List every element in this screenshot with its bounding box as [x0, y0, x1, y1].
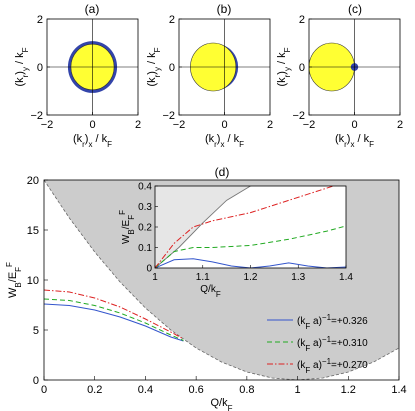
inset-plot: [155, 186, 346, 268]
x-tick-label: 0.4: [138, 384, 153, 396]
y-tick-label: 2: [37, 14, 43, 26]
x-tick-label: 0.6: [188, 384, 203, 396]
inset-x-tick-label: 1.1: [196, 272, 210, 283]
y-tick-label: 15: [27, 225, 39, 237]
inset-x-tick-label: 1.3: [291, 272, 305, 283]
x-tick-label: 0: [41, 384, 47, 396]
inset-x-tick-label: 1.2: [244, 272, 258, 283]
x-tick-label: 1.2: [341, 384, 356, 396]
x-tick-label: 0: [89, 119, 95, 131]
legend-label-0: (kF a)−1=+0.326: [297, 313, 368, 331]
x-tick-label: 0.2: [87, 384, 102, 396]
x-tick-label: 0: [351, 119, 357, 131]
y-tick-label: 0: [299, 62, 305, 74]
legend-label-2: (kF a)−1=+0.270: [297, 357, 368, 375]
x-tick-label: 2: [397, 119, 403, 131]
y-tick-label: 0: [37, 62, 43, 74]
inset-y-tick-label: 0.4: [138, 182, 152, 193]
y-tick-label: −2: [162, 110, 175, 122]
x-tick-label: 0: [221, 119, 227, 131]
panel-b-label: (b): [217, 2, 232, 16]
panel-a-label: (a): [85, 2, 100, 16]
panel-c-label: (c): [348, 2, 362, 16]
continuum-boundary: [44, 180, 399, 380]
y-tick-label: 5: [33, 325, 39, 337]
inset-y-tick-label: 0.1: [138, 243, 152, 254]
inset-x-tick-label: 1.4: [339, 272, 353, 283]
y-tick-label: 2: [169, 14, 175, 26]
x-tick-label: 2: [267, 119, 273, 131]
x-axis-label: (kr)x / kF: [205, 133, 244, 149]
series-line-2: [44, 289, 184, 340]
y-axis-label: WB/EFF: [5, 262, 23, 298]
legend-label-1: (kF a)−1=+0.310: [297, 335, 368, 353]
x-axis-label: (kr)x / kF: [335, 133, 374, 149]
x-tick-label: −2: [41, 119, 54, 131]
series-line-0: [44, 303, 184, 342]
inset-y-axis-label: WB/EFF: [118, 210, 136, 244]
inset-series-line-0: [155, 258, 346, 268]
y-tick-label: 20: [27, 175, 39, 187]
panel-d-label: (d): [215, 165, 230, 179]
x-tick-label: 1.4: [391, 384, 406, 396]
panel-c-plot: [309, 19, 400, 115]
y-axis-label: (kr)y / kF: [146, 47, 162, 86]
y-axis-label: (kr)y / kF: [276, 47, 292, 86]
inset-y-tick-label: 0.3: [138, 202, 152, 213]
x-axis-label: Q/kF: [210, 397, 232, 411]
panel-a-plot: [47, 19, 138, 115]
x-tick-label: −2: [303, 119, 316, 131]
inset-y-tick-label: 0: [146, 264, 152, 275]
x-axis-label: (kr)x / kF: [73, 133, 112, 149]
y-tick-label: −2: [30, 110, 43, 122]
y-axis-label: (kr)y / kF: [14, 47, 30, 86]
y-tick-label: 0: [169, 62, 175, 74]
inset-x-tick-label: 1: [152, 272, 158, 283]
y-tick-label: 10: [27, 275, 39, 287]
inset-y-tick-label: 0.2: [138, 223, 152, 234]
inset-x-axis-label: Q/kF: [200, 284, 221, 299]
y-tick-label: 2: [299, 14, 305, 26]
x-tick-label: 2: [135, 119, 141, 131]
y-tick-label: −2: [292, 110, 305, 122]
x-tick-label: −2: [173, 119, 186, 131]
inset-series-line-2: [155, 186, 335, 268]
inset-boundary: [155, 186, 252, 268]
series-line-1: [44, 298, 184, 341]
x-tick-label: 0.8: [239, 384, 254, 396]
panel-b-plot: [179, 19, 270, 115]
x-tick-label: 1: [295, 384, 301, 396]
y-tick-label: 0: [33, 375, 39, 387]
